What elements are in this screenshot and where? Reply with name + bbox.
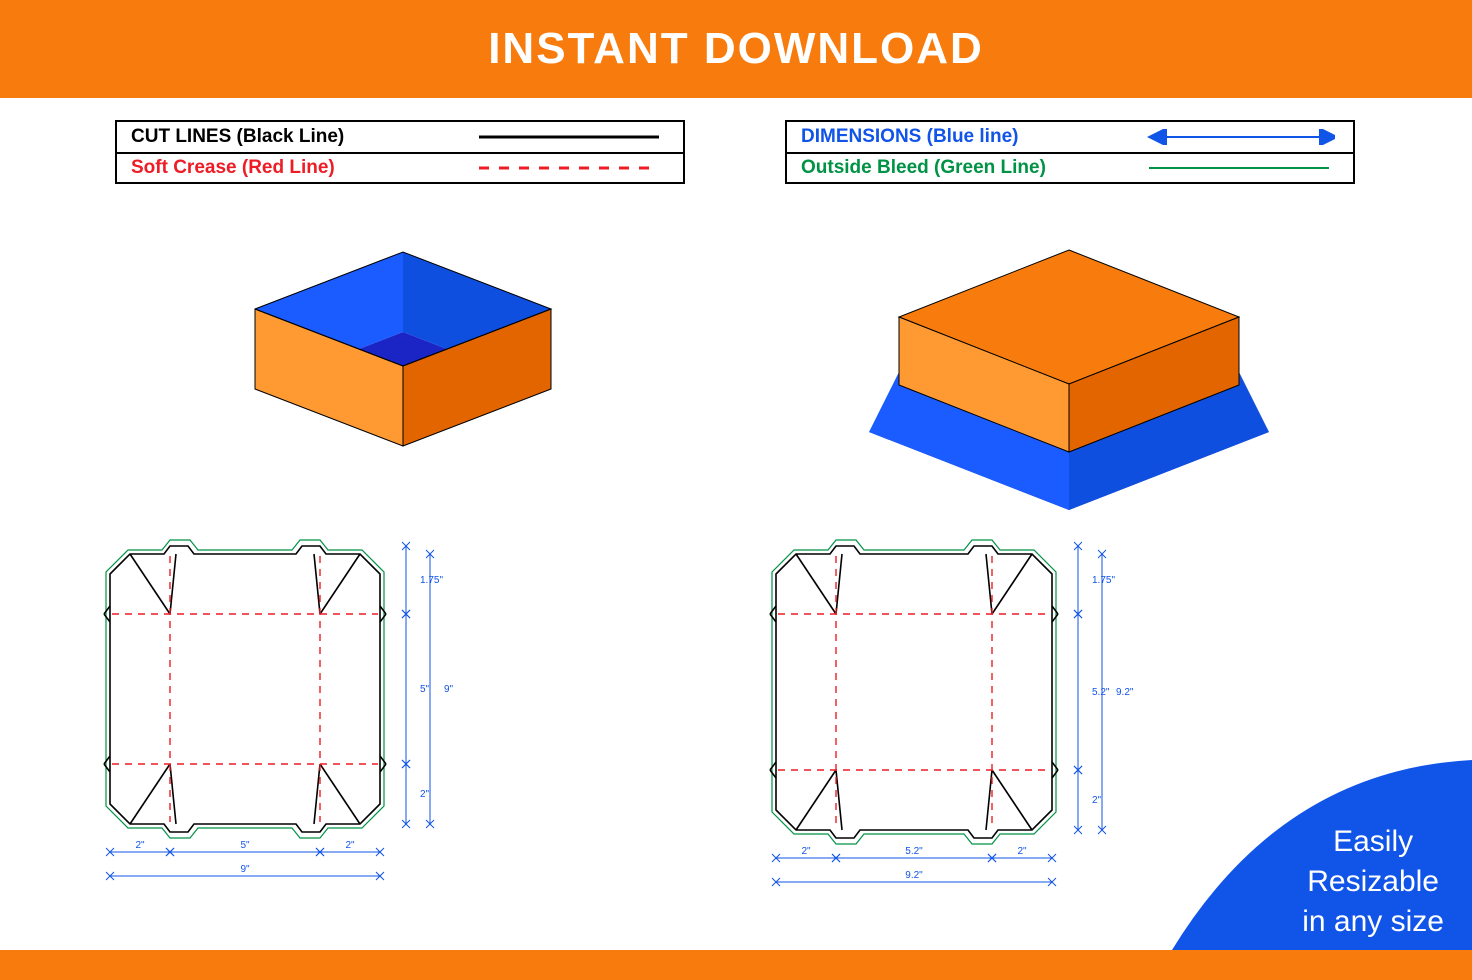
svg-text:1.75": 1.75" [420, 575, 443, 586]
corner-badge: Easily Resizable in any size [1172, 760, 1472, 950]
bottom-banner [0, 950, 1472, 980]
legend-row-cut: CUT LINES (Black Line) [117, 122, 683, 152]
svg-text:5.2": 5.2" [905, 846, 923, 857]
box-3d-row [0, 184, 1472, 514]
top-banner-title: INSTANT DOWNLOAD [488, 24, 984, 74]
legend-sample-crease [473, 163, 683, 173]
legend-row-dim: DIMENSIONS (Blue line) [787, 122, 1353, 152]
svg-text:5.2": 5.2" [1092, 687, 1110, 698]
legend-label: Outside Bleed (Green Line) [787, 157, 1143, 179]
svg-text:9.2": 9.2" [905, 870, 923, 881]
svg-text:2": 2" [420, 789, 430, 800]
top-banner: INSTANT DOWNLOAD [0, 0, 1472, 98]
svg-text:5": 5" [240, 840, 250, 851]
svg-text:9.2": 9.2" [1116, 687, 1134, 698]
legend-row-bleed: Outside Bleed (Green Line) [787, 152, 1353, 182]
legend-sample-dim [1143, 129, 1353, 145]
svg-text:2": 2" [1092, 795, 1102, 806]
svg-text:9": 9" [240, 864, 250, 875]
box-lid-3d [736, 214, 1402, 514]
badge-line2: Resizable [1307, 865, 1439, 898]
badge-line3: in any size [1302, 905, 1444, 938]
svg-text:5": 5" [420, 684, 430, 695]
legend-row-crease: Soft Crease (Red Line) [117, 152, 683, 182]
dieline-left: 2" 5" 2" 9" 1.75" 5" 2" 9" [70, 534, 736, 954]
badge-text: Easily Resizable in any size [1302, 822, 1444, 942]
legend-label: CUT LINES (Black Line) [117, 126, 473, 148]
badge-line1: Easily [1333, 825, 1413, 858]
legend-right: DIMENSIONS (Blue line) Outside Bleed (Gr… [785, 120, 1355, 184]
legend-label: DIMENSIONS (Blue line) [787, 126, 1143, 148]
legend-left: CUT LINES (Black Line) Soft Crease (Red … [115, 120, 685, 184]
svg-text:2": 2" [801, 846, 811, 857]
legend-sample-cut [473, 132, 683, 142]
svg-text:2": 2" [135, 840, 145, 851]
legend-label: Soft Crease (Red Line) [117, 157, 473, 179]
legend-sample-bleed [1143, 163, 1353, 173]
svg-text:2": 2" [1017, 846, 1027, 857]
legend: CUT LINES (Black Line) Soft Crease (Red … [0, 98, 1472, 184]
box-tray-3d [70, 214, 736, 514]
svg-text:9": 9" [444, 684, 454, 695]
svg-text:2": 2" [345, 840, 355, 851]
svg-text:1.75": 1.75" [1092, 575, 1115, 586]
